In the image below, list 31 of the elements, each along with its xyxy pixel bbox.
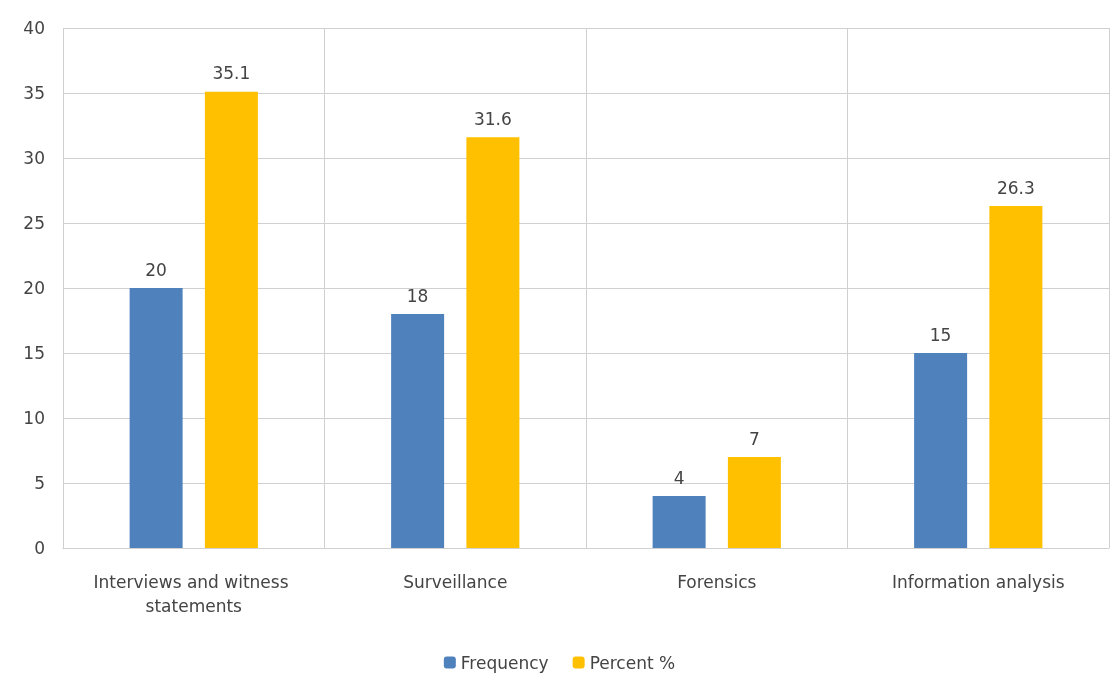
y-tick-label: 10 [23,408,45,428]
y-tick-label: 30 [23,148,45,168]
y-tick-label: 35 [23,83,45,103]
legend-label: Frequency [460,652,549,673]
bar [727,457,781,548]
data-label: 4 [673,467,685,488]
x-tick-label: Interviews and witness statements [93,572,294,616]
y-tick-label: 20 [23,278,45,298]
bar [129,288,183,548]
data-label: 26.3 [996,177,1035,198]
bar [652,496,706,548]
bar [391,314,445,548]
data-label: 31.6 [473,108,512,129]
bar [204,91,258,548]
x-tick-label: Information analysis [891,572,1065,592]
bar [466,137,520,548]
data-label: 15 [929,324,952,345]
y-tick-label: 15 [23,343,45,363]
y-tick-label: 0 [34,538,45,558]
bar [914,353,968,548]
bar [989,206,1043,548]
y-tick-label: 25 [23,213,45,233]
y-tick-label: 5 [34,473,45,493]
x-tick-label: Forensics [677,572,757,592]
y-tick-label: 40 [23,18,45,38]
data-label: 18 [406,285,429,306]
data-label: 20 [145,259,167,280]
legend-label: Percent % [589,652,676,673]
data-label: 35.1 [212,63,251,84]
data-label: 7 [748,428,760,449]
x-tick-label: Surveillance [403,572,508,592]
